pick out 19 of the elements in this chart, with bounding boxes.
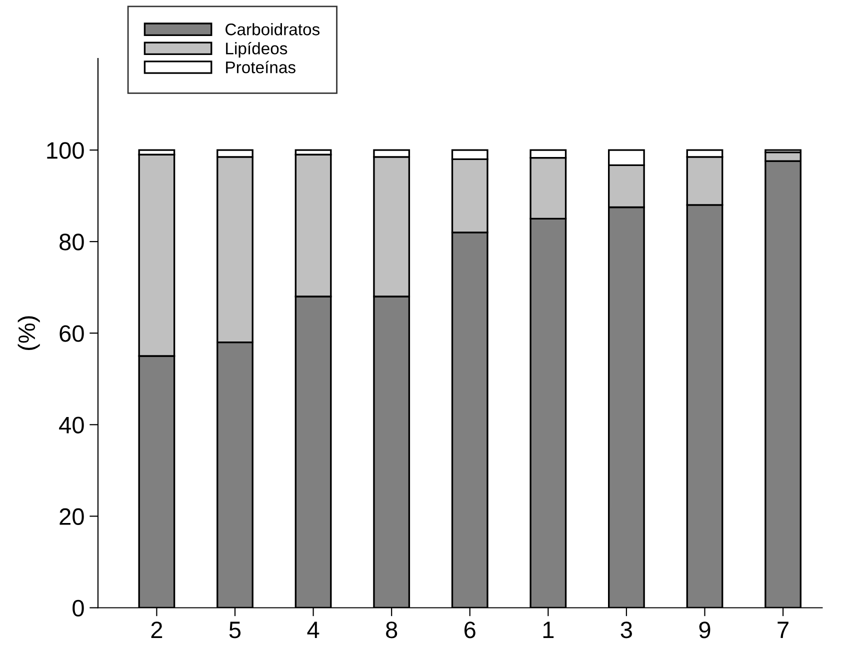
x-tick-label: 6 [464,622,476,638]
y-tick-label: 80 [60,234,84,250]
legend-label: Proteínas [226,60,296,74]
y-axis-title: (%) [18,316,40,350]
y-tick-label: 20 [60,508,84,525]
x-tick-label: 7 [778,622,788,638]
x-tick-label: 3 [620,622,632,638]
x-tick-label: 4 [307,622,320,638]
y-tick-label: 40 [59,416,84,434]
y-tick-label: 0 [72,600,84,617]
x-tick-label: 9 [699,622,710,638]
x-tick-label: 1 [543,622,554,638]
x-tick-label: 5 [229,622,241,638]
x-tick-label: 2 [151,622,162,638]
legend-label: Carboidratos [226,23,320,36]
legend-label: Lipídeos [226,42,288,58]
x-tick-label: 8 [386,622,398,638]
y-tick-label: 60 [60,325,84,342]
y-tick-label: 100 [47,142,84,159]
